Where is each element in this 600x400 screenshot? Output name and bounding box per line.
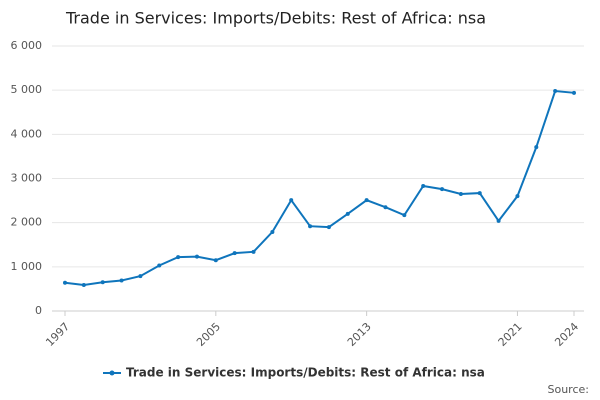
x-tick-label: 2013	[345, 320, 374, 349]
point	[421, 184, 426, 189]
y-tick-label: 2 000	[11, 216, 43, 229]
point	[213, 258, 218, 263]
x-tick-label: 2021	[496, 320, 525, 349]
point	[326, 225, 331, 230]
point	[402, 213, 407, 218]
point	[345, 211, 350, 216]
point	[81, 282, 86, 287]
point	[100, 280, 105, 285]
point	[440, 187, 445, 192]
x-tick-label: 2005	[194, 320, 223, 349]
point	[194, 254, 199, 259]
point	[553, 89, 558, 94]
y-tick-label: 4 000	[11, 127, 43, 140]
point	[534, 145, 539, 150]
point	[157, 263, 162, 268]
point	[270, 229, 275, 234]
point	[477, 191, 482, 196]
legend-marker	[109, 370, 115, 376]
source: Source:	[548, 383, 590, 396]
point	[119, 278, 124, 283]
point	[515, 194, 520, 199]
point	[496, 218, 501, 223]
point	[364, 198, 369, 203]
point	[232, 251, 237, 256]
y-tick-label: 3 000	[11, 172, 43, 185]
point	[289, 198, 294, 203]
legend-label: Trade in Services: Imports/Debits: Rest …	[126, 366, 485, 380]
point	[176, 255, 181, 260]
point	[138, 274, 143, 279]
line	[64, 89, 575, 286]
point	[458, 191, 463, 196]
x-tick-label: 1997	[43, 320, 72, 349]
point	[383, 205, 388, 210]
point	[251, 249, 256, 254]
y-tick-label: 6 000	[11, 39, 43, 52]
y-tick-label: 0	[35, 304, 42, 317]
y-tick-label: 5 000	[11, 83, 43, 96]
x-tick-label: 2024	[552, 320, 581, 349]
chart-title: Trade in Services: Imports/Debits: Rest …	[65, 9, 486, 28]
point	[63, 280, 67, 285]
point	[308, 224, 313, 229]
point	[572, 90, 576, 95]
y-tick-label: 1 000	[11, 260, 43, 273]
